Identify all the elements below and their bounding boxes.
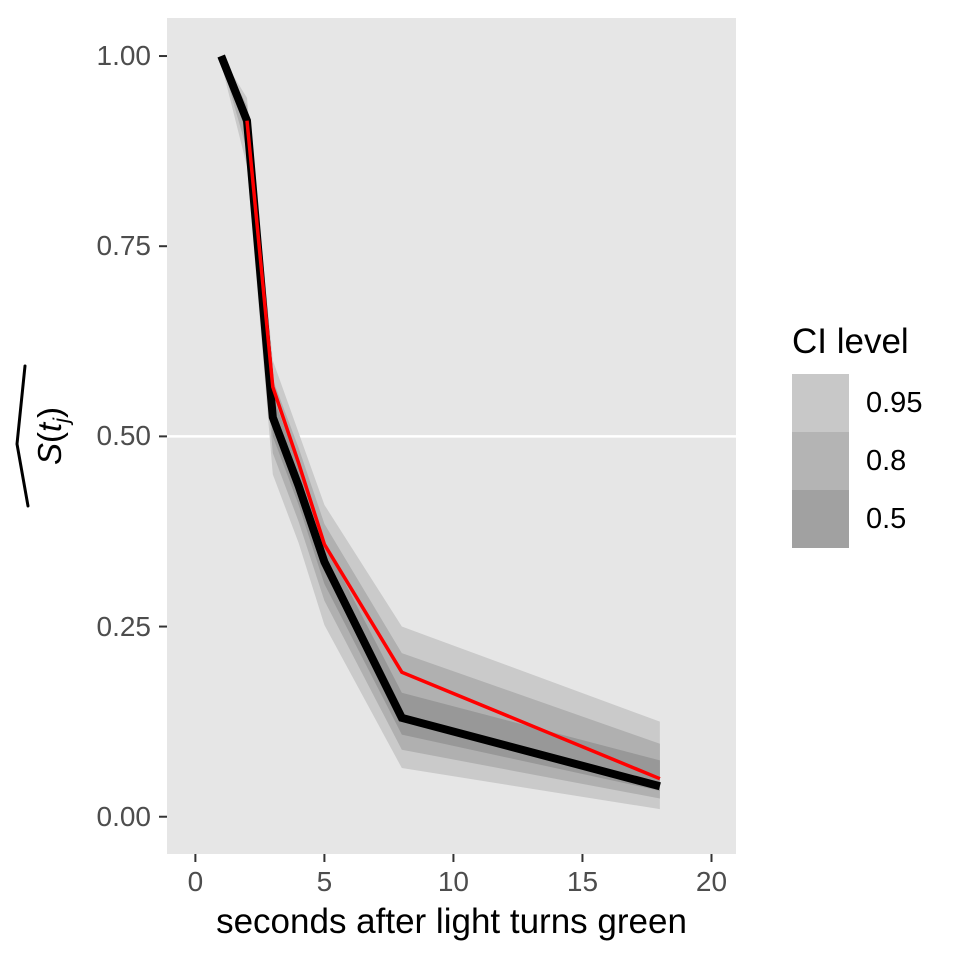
y-axis-title-text: S(tj) xyxy=(31,407,81,465)
legend-entry-0.95: 0.95 xyxy=(792,374,960,432)
y-title-func: S xyxy=(30,443,68,466)
legend-label-0.5: 0.5 xyxy=(866,502,907,535)
x-tick-label-15: 15 xyxy=(566,866,599,897)
x-tick-label-5: 5 xyxy=(316,866,333,897)
y-title-variable: t xyxy=(30,422,68,433)
legend-swatch-0.95 xyxy=(792,374,849,432)
legend-title: CI level xyxy=(792,322,909,361)
legend-entry-0.8: 0.8 xyxy=(792,432,960,490)
y-tick-label-0.50: 0.50 xyxy=(96,420,152,452)
legend-label-0.8: 0.8 xyxy=(866,444,907,477)
x-tick-label-20: 20 xyxy=(695,866,728,897)
x-axis-title: seconds after light turns green xyxy=(216,902,687,941)
legend-swatch-0.5 xyxy=(792,490,849,548)
legend-label-0.95: 0.95 xyxy=(866,386,923,419)
ci-ribbon-0.8 xyxy=(221,56,660,799)
x-tick-label-0: 0 xyxy=(187,866,204,897)
y-title-close-paren: ) xyxy=(30,406,68,418)
ci-ribbon-0.95 xyxy=(221,56,660,810)
line-model_estimate_red xyxy=(245,120,661,781)
legend-entry-0.5: 0.5 xyxy=(792,490,960,548)
legend-swatch-0.8 xyxy=(792,432,849,490)
y-axis-title: S(tj) xyxy=(2,346,92,526)
legend: CI level 0.95 0.8 0.5 xyxy=(792,323,960,548)
widehat-icon xyxy=(15,364,30,508)
y-tick-label-0.00: 0.00 xyxy=(96,800,152,832)
y-tick-label-0.25: 0.25 xyxy=(96,610,152,642)
x-tick-label-10: 10 xyxy=(437,866,469,897)
y-tick-label-0.75: 0.75 xyxy=(96,230,152,262)
y-title-subscript: j xyxy=(48,417,74,423)
y-title-open-paren: ( xyxy=(30,432,68,444)
legend-entries: 0.95 0.8 0.5 xyxy=(792,374,960,548)
y-tick-label-1.00: 1.00 xyxy=(96,40,152,72)
